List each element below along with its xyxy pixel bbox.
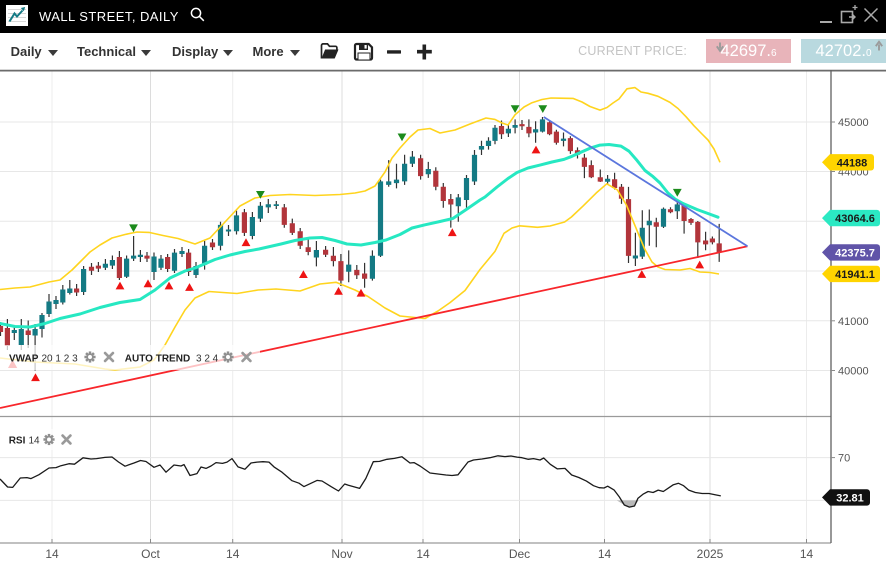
svg-text:14: 14 [416, 547, 430, 561]
svg-text:43064.6: 43064.6 [835, 213, 875, 225]
svg-text:41941.1: 41941.1 [835, 269, 875, 281]
svg-text:44188: 44188 [837, 157, 868, 169]
svg-text:14: 14 [29, 436, 41, 447]
svg-text:45000: 45000 [838, 117, 869, 129]
svg-text:14: 14 [598, 547, 612, 561]
svg-text:RSI: RSI [9, 436, 26, 447]
svg-text:2025: 2025 [697, 547, 724, 561]
svg-text:14: 14 [45, 547, 59, 561]
svg-text:32.81: 32.81 [836, 492, 864, 504]
svg-text:Dec: Dec [509, 547, 530, 561]
svg-text:14: 14 [800, 547, 814, 561]
svg-text:20 1 2 3: 20 1 2 3 [42, 354, 79, 365]
svg-text:40000: 40000 [838, 366, 869, 378]
svg-text:42375.7: 42375.7 [835, 247, 875, 259]
svg-text:14: 14 [226, 547, 240, 561]
svg-text:70: 70 [838, 453, 850, 465]
svg-text:41000: 41000 [838, 316, 869, 328]
svg-text:3 2 4: 3 2 4 [196, 354, 219, 365]
svg-text:Oct: Oct [141, 547, 160, 561]
svg-text:Nov: Nov [331, 547, 352, 561]
svg-text:AUTO TREND: AUTO TREND [125, 354, 190, 365]
svg-text:VWAP: VWAP [9, 354, 39, 365]
